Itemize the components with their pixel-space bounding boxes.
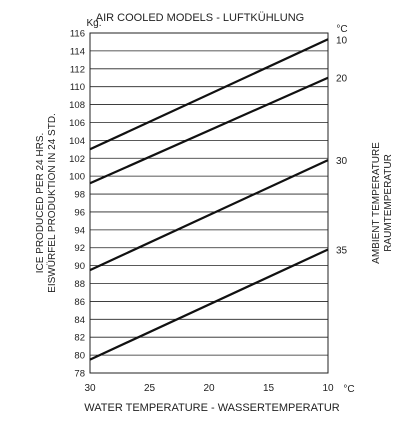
y-tick-label: 108	[69, 100, 85, 111]
y-tick-label: 104	[69, 136, 85, 147]
x-unit-label: °C	[343, 384, 354, 395]
y-tick-label: 82	[74, 333, 85, 344]
series-label: 30	[336, 156, 348, 167]
series-line	[89, 38, 329, 151]
y-unit-label: Kg.	[86, 18, 101, 29]
y-tick-label: 114	[70, 46, 85, 57]
grid-lines	[90, 32, 328, 374]
y-tick-labels: 116 114 112 110 108 106 104 102 100 98 96 94 92 90 88 8…	[69, 29, 85, 380]
y-tick-label: 96	[74, 207, 85, 218]
y-axis-label-line2: EISWÜRFEL PRODUKTION IN 24 STD.	[46, 113, 58, 293]
x-tick-label: 10	[322, 383, 334, 394]
y-tick-label: 116	[70, 29, 85, 40]
y-tick-label: 86	[74, 297, 85, 308]
y-tick-label: 90	[74, 261, 85, 272]
right-axis-label-line2: RAUMTEMPERATUR	[383, 154, 394, 252]
y-tick-label: 106	[69, 118, 85, 129]
x-tick-label: 30	[84, 383, 96, 394]
y-tick-label: 80	[74, 351, 85, 362]
y-tick-label: 92	[74, 243, 85, 254]
series-label: 10	[336, 35, 348, 46]
y-tick-label: 98	[74, 190, 85, 201]
right-unit-label: °C	[336, 24, 347, 35]
chart-title: AIR COOLED MODELS - LUFTKÜHLUNG	[96, 12, 304, 24]
y-tick-label: 112	[70, 64, 85, 75]
series-line	[89, 248, 329, 361]
series-line	[89, 76, 329, 185]
series-line	[89, 159, 329, 272]
right-axis-label-line1: AMBIENT TEMPERATURE	[371, 142, 382, 264]
x-axis-label: WATER TEMPERATURE - WASSERTEMPERATUR	[84, 402, 340, 414]
y-tick-label: 100	[69, 172, 85, 183]
series-label: 20	[336, 74, 348, 85]
x-tick-label: 15	[263, 383, 275, 394]
y-tick-label: 84	[74, 315, 85, 326]
x-tick-label: 20	[203, 383, 215, 394]
y-tick-label: 78	[74, 369, 85, 380]
y-axis-label-line1: ICE PRODUCED PER 24 HRS.	[35, 133, 46, 274]
y-tick-label: 94	[74, 225, 85, 236]
plot-frame	[89, 32, 329, 374]
x-tick-label: 25	[144, 383, 156, 394]
y-tick-label: 110	[70, 82, 85, 93]
series-label: 35	[336, 246, 348, 257]
x-tick-labels: 30 25 20 15 10	[84, 383, 334, 394]
y-tick-label: 88	[74, 279, 85, 290]
series-labels: 10 20 30 35	[336, 35, 348, 256]
series-lines	[89, 38, 329, 361]
y-tick-label: 102	[69, 154, 85, 165]
